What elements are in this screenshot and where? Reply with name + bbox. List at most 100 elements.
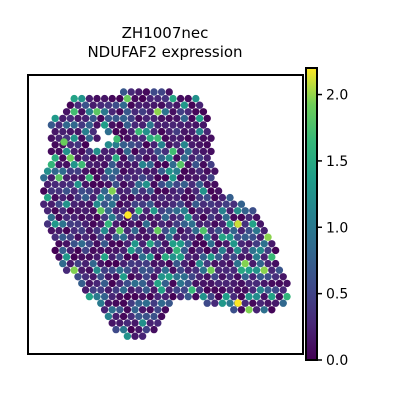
expression-spot [150,154,158,162]
expression-spot [127,180,135,189]
expression-spot [157,233,166,241]
expression-spot [89,273,97,281]
expression-spot [81,273,90,281]
high-expression-spot [60,138,68,146]
expression-spot [66,127,75,136]
expression-spot [214,213,223,222]
expression-spot [203,207,211,215]
expression-spot [226,207,234,215]
expression-spot [207,134,215,142]
expression-spot [70,147,78,156]
expression-spot [119,233,128,241]
expression-spot [260,279,268,288]
expression-spot [283,279,291,288]
expression-spot [176,147,185,156]
expression-spot [135,127,143,136]
expression-spot [233,207,242,215]
expression-spot [123,306,132,314]
expression-spot [203,273,211,281]
expression-spot [100,121,109,129]
expression-spot [176,240,185,248]
expression-spot [161,213,170,222]
expression-spot [123,292,132,301]
expression-spot [146,240,154,248]
expression-spot [40,174,48,182]
expression-spot [89,180,97,189]
expression-spot [127,312,135,321]
expression-spot [59,220,67,228]
expression-spot [199,160,208,169]
expression-spot [43,220,52,228]
expression-spot [192,121,200,129]
expression-spot [89,220,97,228]
expression-spot [66,246,75,255]
expression-spot [108,306,116,314]
expression-spot [169,292,177,301]
expression-spot [78,94,86,103]
expression-spot [142,259,151,268]
expression-spot [260,240,268,248]
expression-spot [161,160,170,169]
expression-spot [146,187,154,195]
expression-spot [119,88,128,96]
expression-spot [112,127,120,136]
expression-spot [78,253,86,261]
expression-spot [173,286,181,294]
expression-spot [59,246,67,255]
expression-spot [279,273,287,281]
expression-spot [100,213,109,222]
expression-spot [207,147,215,156]
expression-spot [260,306,268,314]
expression-spot [51,154,59,162]
expression-spot [127,88,135,96]
expression-spot [157,101,166,109]
expression-spot [203,167,211,175]
expression-spot [157,220,166,228]
expression-spot [154,108,162,116]
expression-spot [81,127,90,136]
expression-spot [165,207,173,215]
expression-spot [180,259,189,268]
expression-spot [59,259,67,268]
expression-spot [195,220,204,228]
expression-spot [81,141,90,149]
expression-spot [230,226,238,235]
expression-spot [203,154,211,162]
expression-spot [81,167,90,175]
expression-spot [188,193,196,202]
expression-spot [97,114,105,123]
expression-spot [199,200,208,208]
expression-spot [157,127,166,136]
expression-spot [150,299,158,307]
expression-spot [173,101,181,109]
expression-spot [180,127,189,136]
expression-spot [104,154,113,162]
expression-spot [150,167,158,175]
expression-spot [173,141,181,149]
expression-spot [85,226,94,235]
expression-spot [157,207,166,215]
expression-spot [218,207,227,215]
expression-spot [142,233,151,241]
expression-spot [123,147,132,156]
expression-spot [226,273,234,281]
expression-spot [100,240,109,248]
expression-spot [116,319,124,327]
plot-area-frame [27,74,304,355]
expression-spot [226,233,234,241]
expression-spot [279,286,287,294]
expression-spot [100,200,109,208]
expression-spot [89,286,97,294]
expression-spot [203,114,211,123]
expression-spot [146,266,154,274]
expression-spot [233,286,242,294]
expression-spot [93,226,101,235]
expression-spot [207,200,215,208]
expression-spot [85,147,94,156]
expression-spot [169,147,177,156]
expression-spot [188,167,196,175]
expression-spot [104,207,113,215]
expression-spot [89,114,97,123]
expression-spot [131,174,139,182]
chart-title-line-1: ZH1007nec [122,24,209,42]
